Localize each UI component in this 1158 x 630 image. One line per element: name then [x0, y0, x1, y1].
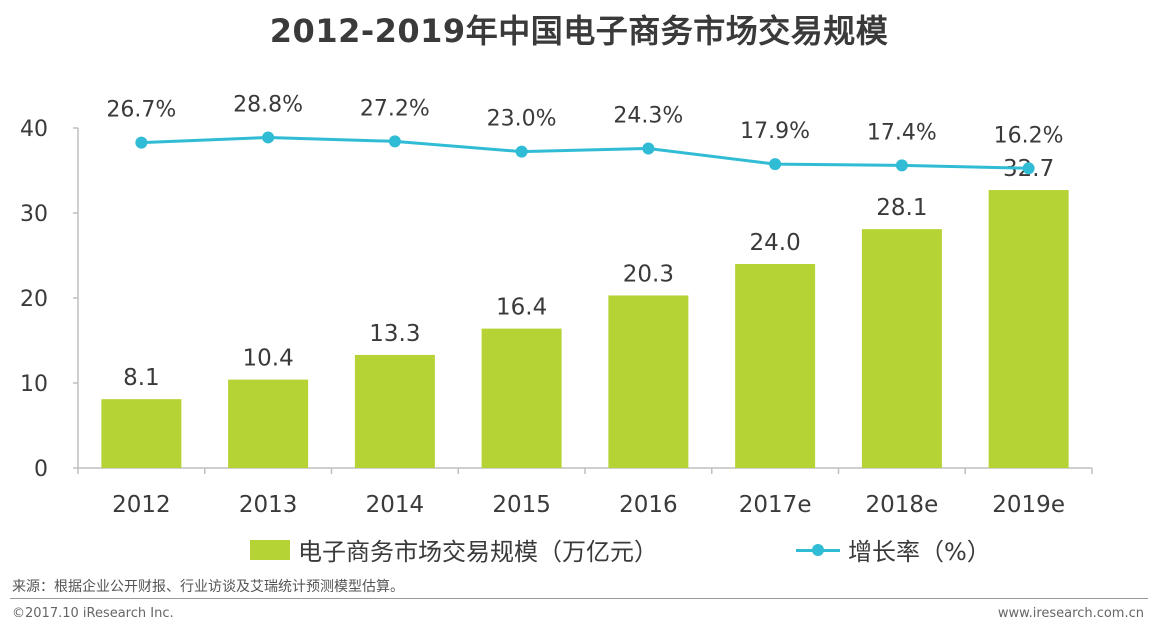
chart-legend: 电子商务市场交易规模（万亿元） 增长率（%）	[0, 530, 1158, 567]
growth-rate-point	[515, 145, 528, 158]
bar-value-label: 10.4	[243, 346, 294, 372]
growth-rate-label: 16.2%	[994, 123, 1064, 148]
legend-line-swatch	[796, 540, 840, 560]
x-tick-label: 2019e	[992, 492, 1065, 518]
legend-bar-swatch	[250, 539, 290, 560]
growth-rate-point	[895, 159, 908, 172]
growth-rate-label: 17.4%	[867, 120, 937, 145]
chart-title: 2012-2019年中国电子商务市场交易规模	[269, 12, 889, 50]
bar	[861, 229, 942, 468]
footer-divider	[10, 598, 1148, 599]
y-tick-label: 0	[34, 457, 48, 482]
growth-rate-label: 26.7%	[106, 98, 176, 123]
legend-bar-label: 电子商务市场交易规模（万亿元）	[298, 538, 658, 566]
bar-value-label: 24.0	[750, 230, 801, 256]
growth-rate-point	[388, 135, 401, 148]
growth-rate-point	[262, 131, 275, 144]
website-text: www.iresearch.com.cn	[997, 606, 1144, 621]
growth-rate-line	[141, 135, 1029, 170]
bar-value-label: 13.3	[369, 321, 420, 347]
growth-rate-point	[135, 136, 148, 149]
y-tick-label: 40	[20, 117, 48, 142]
growth-rate-label: 23.0%	[487, 107, 557, 132]
bar-value-label: 28.1	[876, 195, 927, 221]
x-tick-label: 2016	[619, 492, 678, 518]
bar	[101, 399, 182, 468]
x-tick-label: 2014	[366, 492, 425, 518]
legend-item-line: 增长率（%）	[796, 532, 991, 567]
copyright-text: ©2017.10 iResearch Inc.	[12, 606, 174, 621]
bar	[228, 379, 309, 468]
bar-value-label: 8.1	[123, 365, 160, 391]
source-note: 来源：根据企业公开财报、行业访谈及艾瑞统计预测模型估算。	[12, 579, 404, 595]
y-tick-label: 20	[20, 287, 48, 312]
x-tick-label: 2012	[112, 492, 171, 518]
y-tick-label: 30	[20, 202, 48, 227]
bar-value-label: 20.3	[623, 261, 674, 287]
chart-plot: 0 10 20 30 40 8.1 2012 10.4 2013 13.3 2014 16.4 2015…	[20, 92, 1093, 518]
bar	[354, 354, 435, 468]
growth-rate-point	[1022, 162, 1035, 175]
y-tick-label: 10	[20, 372, 48, 397]
growth-rate-label: 17.9%	[740, 119, 810, 144]
growth-rate-label: 27.2%	[360, 96, 430, 121]
legend-item-bars: 电子商务市场交易规模（万亿元）	[250, 532, 658, 567]
growth-rate-point	[642, 142, 655, 155]
bar	[988, 190, 1069, 469]
x-tick-label: 2017e	[739, 492, 812, 518]
bar	[481, 328, 562, 468]
bar	[735, 264, 816, 468]
x-tick-label: 2013	[239, 492, 298, 518]
growth-rate-label: 28.8%	[233, 92, 303, 117]
growth-rate-point	[769, 158, 782, 171]
bar	[608, 295, 689, 468]
x-tick-label: 2018e	[866, 492, 939, 518]
bar-value-label: 16.4	[496, 295, 547, 321]
growth-rate-label: 24.3%	[613, 103, 683, 128]
legend-line-label: 增长率（%）	[848, 538, 991, 566]
x-tick-label: 2015	[492, 492, 551, 518]
